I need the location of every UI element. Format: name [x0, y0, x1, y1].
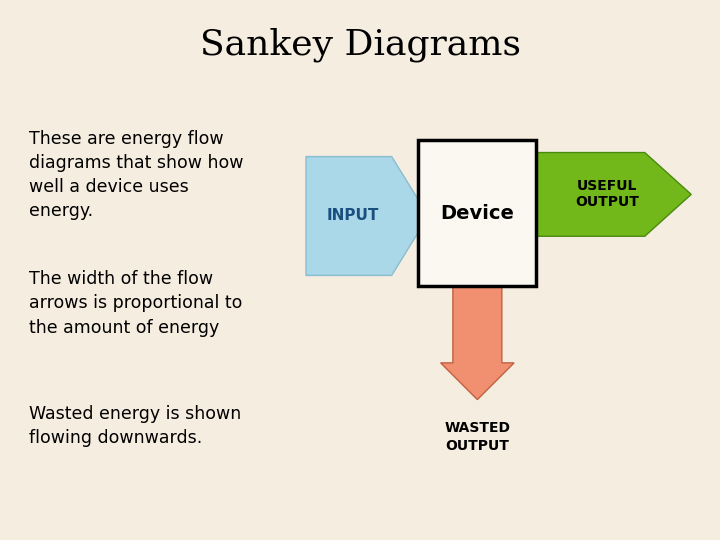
Text: WASTED
OUTPUT: WASTED OUTPUT: [444, 421, 510, 453]
Polygon shape: [441, 286, 514, 400]
Text: Device: Device: [440, 204, 514, 223]
Text: INPUT: INPUT: [326, 208, 379, 224]
Text: These are energy flow
diagrams that show how
well a device uses
energy.: These are energy flow diagrams that show…: [29, 130, 243, 220]
Text: The width of the flow
arrows is proportional to
the amount of energy: The width of the flow arrows is proporti…: [29, 270, 242, 336]
Polygon shape: [536, 152, 691, 237]
Text: Wasted energy is shown
flowing downwards.: Wasted energy is shown flowing downwards…: [29, 405, 241, 447]
FancyBboxPatch shape: [418, 140, 536, 286]
Text: USEFUL
OUTPUT: USEFUL OUTPUT: [575, 179, 639, 210]
Polygon shape: [306, 157, 428, 275]
Text: Sankey Diagrams: Sankey Diagrams: [199, 27, 521, 62]
